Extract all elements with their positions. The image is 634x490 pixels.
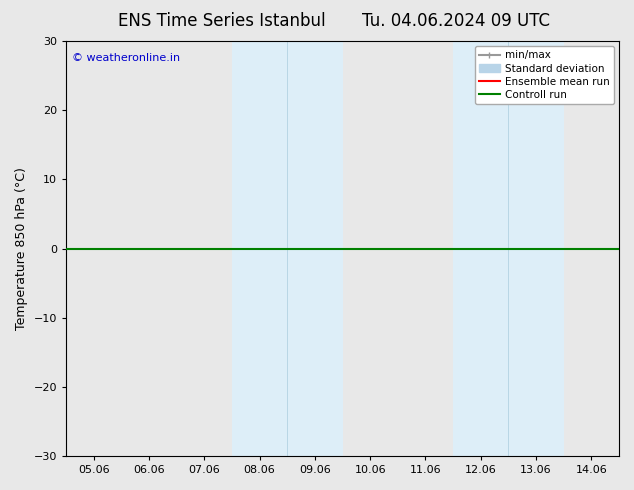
- Bar: [232, 41, 287, 456]
- Legend: min/max, Standard deviation, Ensemble mean run, Controll run: min/max, Standard deviation, Ensemble me…: [475, 46, 614, 104]
- Text: Tu. 04.06.2024 09 UTC: Tu. 04.06.2024 09 UTC: [363, 12, 550, 30]
- Bar: [287, 41, 342, 456]
- Text: ENS Time Series Istanbul: ENS Time Series Istanbul: [118, 12, 326, 30]
- Bar: [453, 41, 508, 456]
- Text: © weatheronline.in: © weatheronline.in: [72, 53, 179, 64]
- Bar: [508, 41, 564, 456]
- Y-axis label: Temperature 850 hPa (°C): Temperature 850 hPa (°C): [15, 167, 28, 330]
